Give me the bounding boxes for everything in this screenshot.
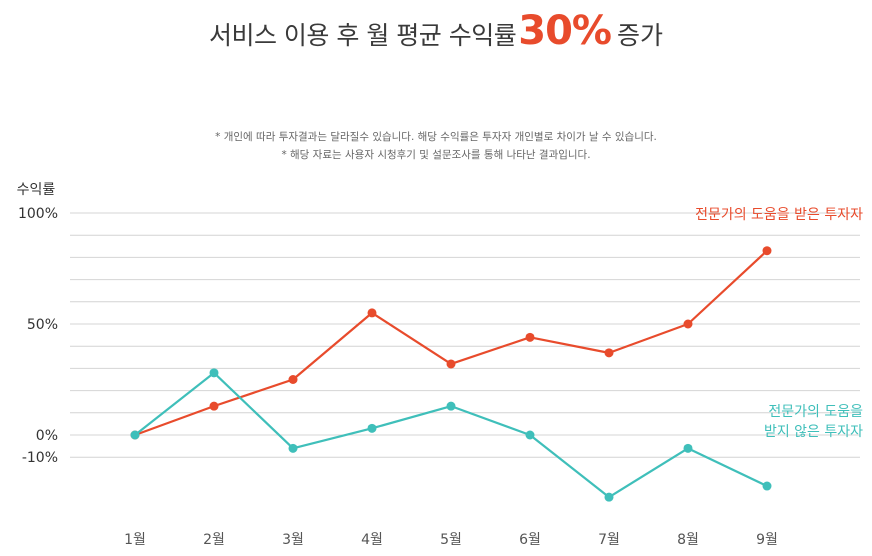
- x-tick-label: 5월: [440, 532, 462, 548]
- data-point-non-expert: [288, 443, 298, 453]
- disclaimer-note-2: * 해당 자료는 사용자 시청후기 및 설문조사를 통해 나타난 결과입니다.: [281, 149, 591, 161]
- x-tick-label: 7월: [598, 532, 620, 548]
- chart-title: 서비스 이용 후 월 평균 수익률 30% 증가: [0, 8, 872, 58]
- y-axis-label: 수익률: [17, 182, 56, 198]
- data-point-expert: [604, 348, 614, 358]
- data-point-non-expert: [762, 481, 772, 491]
- series-label-expert: 전문가의 도움을 받은 투자자: [695, 207, 863, 223]
- data-point-non-expert: [130, 430, 140, 440]
- data-point-expert: [446, 359, 456, 369]
- data-point-non-expert: [367, 423, 377, 433]
- title-prefix: 서비스 이용 후 월 평균 수익률: [208, 21, 517, 50]
- data-point-non-expert: [209, 368, 219, 378]
- title-suffix: 증가: [616, 21, 663, 50]
- data-point-expert: [525, 332, 535, 342]
- x-tick-label: 9월: [756, 532, 778, 548]
- data-point-non-expert: [525, 430, 535, 440]
- y-tick-label: -10%: [22, 450, 58, 466]
- y-tick-label: 100%: [18, 206, 58, 222]
- data-point-non-expert: [683, 443, 693, 453]
- data-point-non-expert: [446, 401, 456, 411]
- disclaimer-notes: * 개인에 따라 투자결과는 달라질수 있습니다. 해당 수익률은 투자자 개인…: [0, 128, 872, 164]
- series-label-non-expert: 받지 않은 투자자: [764, 424, 863, 440]
- x-tick-label: 1월: [124, 532, 146, 548]
- title-highlight-percent: 30%: [518, 8, 612, 54]
- data-point-expert: [367, 308, 377, 318]
- data-point-expert: [209, 401, 219, 411]
- data-point-expert: [683, 319, 693, 329]
- x-tick-label: 8월: [677, 532, 699, 548]
- x-tick-label: 4월: [361, 532, 383, 548]
- disclaimer-note-1: * 개인에 따라 투자결과는 달라질수 있습니다. 해당 수익률은 투자자 개인…: [215, 131, 657, 143]
- x-tick-label: 3월: [282, 532, 304, 548]
- series-label-non-expert: 전문가의 도움을: [768, 404, 863, 420]
- x-tick-label: 6월: [519, 532, 541, 548]
- data-point-expert: [762, 246, 772, 256]
- x-tick-label: 2월: [203, 532, 225, 548]
- y-tick-label: 50%: [27, 317, 58, 333]
- data-point-non-expert: [604, 492, 614, 502]
- data-point-expert: [288, 375, 298, 384]
- y-tick-label: 0%: [36, 428, 58, 444]
